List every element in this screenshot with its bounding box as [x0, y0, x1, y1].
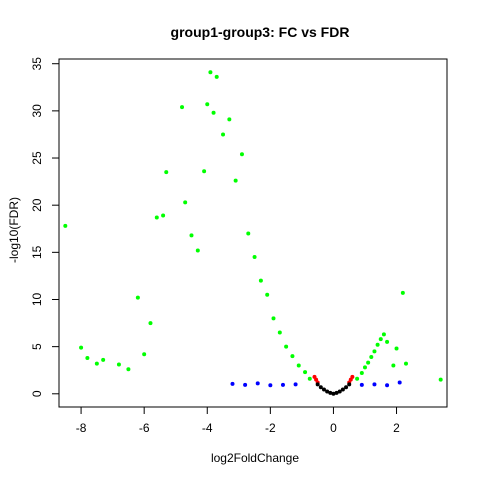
data-point-green-19	[208, 70, 213, 75]
x-tick-label-3: -2	[265, 421, 276, 435]
data-point-green-4	[101, 357, 106, 362]
data-point-green-48	[394, 346, 399, 351]
data-point-green-11	[161, 213, 166, 218]
data-point-green-47	[391, 363, 396, 368]
data-point-green-31	[277, 330, 282, 335]
plot-frame	[58, 58, 448, 408]
y-tick-label-5: 25	[30, 151, 44, 165]
y-axis-label: -log10(FDR)	[7, 197, 21, 263]
data-point-black-4	[328, 390, 333, 395]
data-point-green-14	[183, 200, 188, 205]
y-tick-label-7: 35	[30, 57, 44, 71]
x-axis-label: log2FoldChange	[211, 451, 299, 465]
data-point-green-35	[303, 370, 308, 375]
data-point-red-5	[350, 374, 355, 379]
data-point-black-1	[318, 385, 323, 390]
data-point-green-9	[148, 321, 153, 326]
data-point-black-10	[347, 382, 352, 387]
data-point-black-2	[321, 387, 326, 392]
data-point-green-24	[233, 178, 238, 183]
y-tick-label-3: 15	[30, 245, 44, 259]
data-point-black-9	[344, 385, 349, 390]
data-point-green-51	[438, 377, 443, 382]
data-point-green-26	[246, 231, 251, 236]
x-axis: -8 -6 -4 -2 0 2	[76, 406, 400, 435]
data-point-green-45	[381, 332, 386, 337]
data-point-green-40	[366, 360, 371, 365]
data-point-green-12	[164, 170, 169, 175]
data-point-green-33	[290, 354, 295, 359]
data-point-blue-1	[243, 382, 248, 387]
data-point-green-18	[205, 102, 210, 107]
data-point-blue-9	[397, 380, 402, 385]
data-point-blue-7	[372, 382, 377, 387]
data-point-black-3	[325, 389, 330, 394]
data-point-green-5	[116, 362, 121, 367]
data-point-blue-4	[280, 382, 285, 387]
data-point-black-0	[315, 382, 320, 387]
points-layer	[63, 70, 443, 396]
data-point-blue-2	[255, 381, 260, 386]
data-point-green-0	[63, 223, 68, 228]
data-point-green-28	[258, 278, 263, 283]
data-point-green-46	[385, 339, 390, 344]
data-point-black-8	[340, 387, 345, 392]
y-tick-label-6: 30	[30, 104, 44, 118]
data-point-blue-8	[385, 383, 390, 388]
data-point-black-5	[331, 391, 336, 396]
data-point-green-29	[265, 292, 270, 297]
x-tick-label-2: -4	[202, 421, 213, 435]
data-point-green-6	[126, 367, 131, 372]
data-point-green-21	[214, 74, 219, 79]
x-tick-label-5: 2	[393, 421, 400, 435]
y-tick-label-1: 5	[30, 343, 44, 350]
data-point-green-15	[189, 233, 194, 238]
data-point-green-10	[154, 215, 159, 220]
data-point-green-23	[227, 117, 232, 122]
x-tick-label-4: 0	[330, 421, 337, 435]
y-tick-label-2: 10	[30, 292, 44, 306]
data-point-green-20	[211, 110, 216, 115]
data-point-green-25	[239, 152, 244, 157]
data-point-green-17	[202, 169, 207, 174]
y-tick-label-4: 20	[30, 198, 44, 212]
data-point-green-43	[375, 342, 380, 347]
data-point-green-2	[85, 355, 90, 360]
data-point-green-39	[362, 365, 367, 370]
data-point-green-1	[79, 345, 84, 350]
data-point-green-32	[284, 344, 289, 349]
data-point-green-13	[180, 105, 185, 110]
x-tick-label-0: -8	[76, 421, 87, 435]
y-axis: 0 5 10 15 20 25 30 35	[30, 57, 60, 397]
chart-title: group1-group3: FC vs FDR	[171, 24, 350, 40]
data-point-blue-3	[268, 383, 273, 388]
data-point-green-49	[400, 290, 405, 295]
data-point-blue-6	[359, 382, 364, 387]
data-point-blue-0	[230, 381, 235, 386]
data-point-green-44	[378, 337, 383, 342]
data-point-green-34	[296, 363, 301, 368]
data-point-black-6	[334, 390, 339, 395]
data-point-green-3	[94, 361, 99, 366]
data-point-green-42	[372, 349, 377, 354]
data-point-green-30	[271, 316, 276, 321]
data-point-green-36	[307, 376, 312, 381]
data-point-green-50	[403, 361, 408, 366]
data-point-green-22	[221, 132, 226, 137]
x-tick-label-1: -6	[139, 421, 150, 435]
data-point-green-8	[142, 352, 147, 357]
data-point-green-41	[369, 355, 374, 360]
data-point-black-7	[337, 389, 342, 394]
data-point-green-16	[195, 248, 200, 253]
data-point-blue-5	[293, 382, 298, 387]
data-point-green-38	[359, 371, 364, 376]
y-tick-label-0: 0	[30, 390, 44, 397]
data-point-green-27	[252, 255, 257, 260]
data-point-green-7	[135, 295, 140, 300]
data-point-green-37	[355, 376, 360, 381]
